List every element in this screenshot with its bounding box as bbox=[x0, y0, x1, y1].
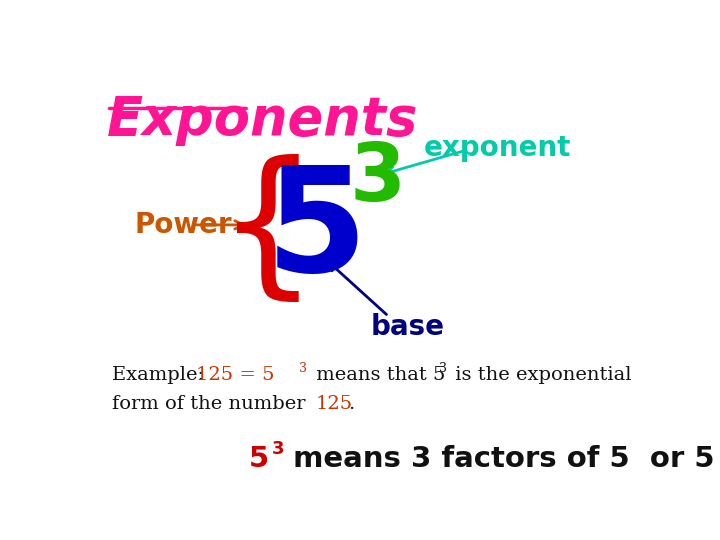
Text: 125: 125 bbox=[316, 395, 353, 413]
Text: Power: Power bbox=[135, 211, 233, 239]
Text: base: base bbox=[371, 313, 445, 341]
Text: is the exponential: is the exponential bbox=[449, 366, 631, 384]
Text: 3: 3 bbox=[438, 362, 446, 375]
Text: 3: 3 bbox=[349, 140, 405, 218]
Text: exponent: exponent bbox=[423, 134, 571, 162]
Text: 125 = 5: 125 = 5 bbox=[196, 366, 274, 384]
Text: Exponents: Exponents bbox=[107, 94, 418, 146]
Text: .: . bbox=[348, 395, 354, 413]
Text: 3: 3 bbox=[271, 440, 284, 458]
Text: 3: 3 bbox=[300, 362, 307, 375]
Text: form of the number: form of the number bbox=[112, 395, 312, 413]
Text: means 3 factors of 5  or 5 x 5 x 5: means 3 factors of 5 or 5 x 5 x 5 bbox=[282, 446, 720, 473]
Text: 5: 5 bbox=[265, 160, 366, 302]
Text: 5: 5 bbox=[249, 446, 269, 473]
Text: means that 5: means that 5 bbox=[310, 366, 446, 384]
Text: $\{$: $\{$ bbox=[215, 153, 300, 309]
Text: Example:: Example: bbox=[112, 366, 210, 384]
